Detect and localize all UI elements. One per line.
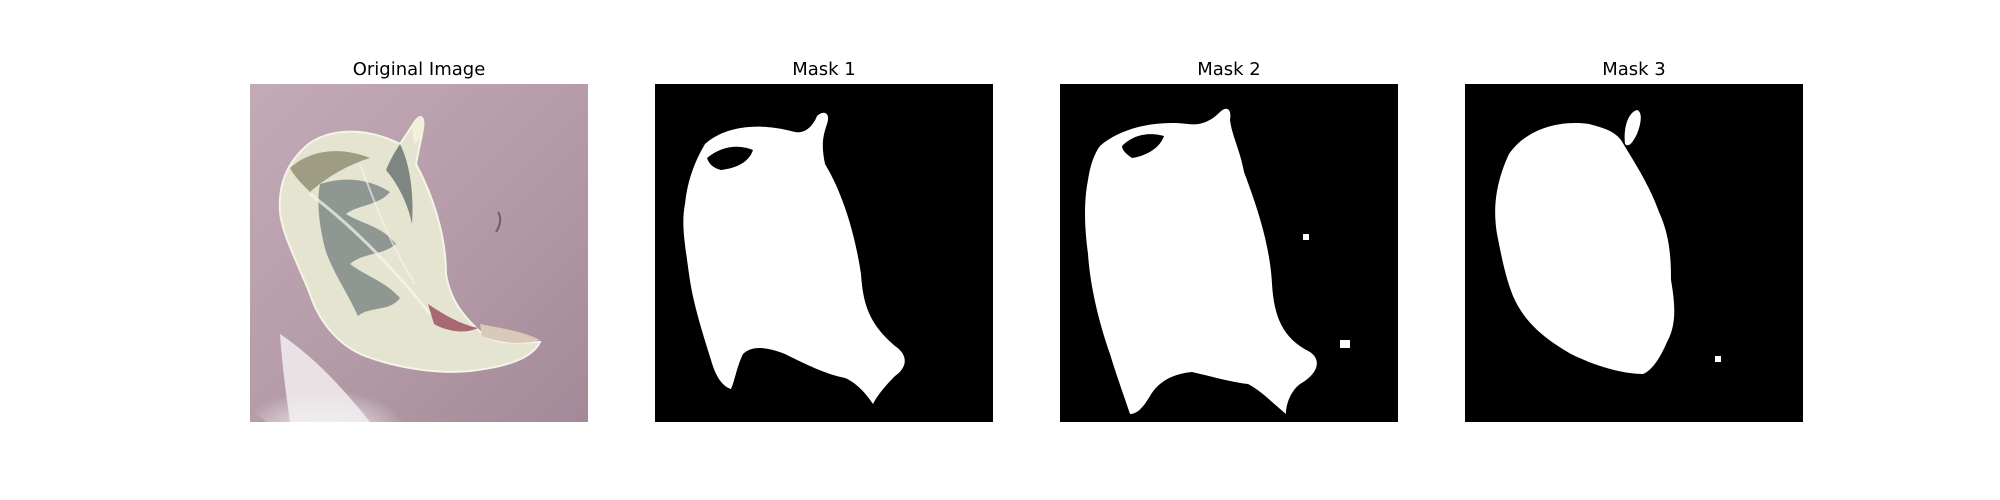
original-image (250, 84, 588, 422)
mask-3-image (1465, 84, 1803, 422)
leaf-dark-region (386, 144, 413, 224)
leaf-stem (412, 116, 425, 144)
leaf-tip (480, 324, 540, 343)
mask-region (683, 112, 905, 404)
panel-title: Original Image (352, 59, 486, 80)
mask-speck (1303, 234, 1309, 240)
leaf-vein (359, 163, 416, 285)
leaf-vein (309, 192, 432, 315)
mask-region (1495, 123, 1675, 374)
mask-stem (1624, 110, 1641, 146)
panel-mask-3: Mask 3 (1465, 0, 1803, 500)
panel-title: Mask 3 (1602, 59, 1666, 80)
mask-2-image (1060, 84, 1398, 422)
mask-1-image (655, 84, 993, 422)
mask-region (1085, 108, 1317, 414)
panel-mask-1: Mask 1 (655, 0, 993, 500)
mask-hole (1122, 134, 1164, 158)
mask-speck (1715, 356, 1721, 362)
leaf-tip (428, 304, 478, 332)
panel-title: Mask 1 (792, 59, 856, 80)
panel-mask-2: Mask 2 (1060, 0, 1398, 500)
mask-speck (1340, 340, 1350, 348)
mask-hole (707, 146, 753, 170)
panel-title: Mask 2 (1197, 59, 1261, 80)
leaf-dark-region (318, 179, 400, 316)
speck (495, 211, 502, 233)
panel-original-image: Original Image (250, 0, 588, 500)
leaf-dark-region (290, 151, 370, 192)
leaf-scatter (280, 334, 370, 422)
mask-speck (1537, 136, 1543, 140)
